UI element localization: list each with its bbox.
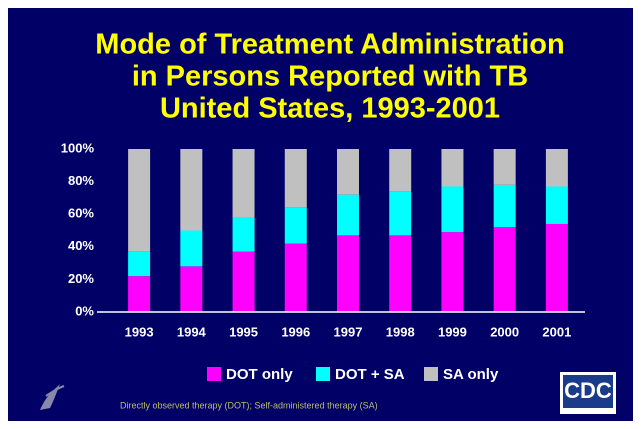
- footnote: Directly observed therapy (DOT); Self-ad…: [120, 400, 378, 410]
- bar-segment: [493, 184, 516, 228]
- bar-segment: [389, 149, 412, 192]
- legend-label: SA only: [443, 366, 499, 383]
- chart-title: in Persons Reported with TB: [132, 61, 528, 93]
- legend-swatch: [424, 367, 438, 381]
- legend-swatch: [207, 367, 221, 381]
- logo-text: CDC: [564, 378, 612, 403]
- x-tick-label: 1994: [177, 324, 207, 339]
- y-tick-label: 20%: [68, 271, 94, 286]
- legend-swatch: [316, 367, 330, 381]
- bar-segment: [337, 194, 359, 236]
- y-tick-label: 0%: [75, 303, 94, 318]
- bar-segment: [284, 207, 307, 244]
- bar-segment: [493, 149, 516, 185]
- legend-label: DOT + SA: [335, 366, 405, 383]
- bar-segment: [441, 149, 464, 187]
- bar-segment: [284, 149, 307, 208]
- bar-segment: [545, 186, 568, 224]
- x-tick-label: 1998: [386, 324, 415, 339]
- y-tick-label: 80%: [68, 173, 94, 188]
- chart-title: Mode of Treatment Administration: [95, 29, 564, 61]
- hhs-logo: [40, 384, 65, 410]
- bar-segment: [232, 251, 255, 312]
- bar-segment: [128, 251, 151, 277]
- x-tick-label: 1995: [229, 324, 258, 339]
- bar-segment: [128, 149, 151, 252]
- bar-segment: [441, 186, 464, 233]
- bar-segment: [337, 149, 359, 195]
- bar-segment: [545, 149, 568, 187]
- bar-segment: [232, 217, 255, 252]
- bar-segment: [128, 276, 151, 312]
- x-tick-label: 1999: [438, 324, 467, 339]
- x-tick-label: 2001: [542, 324, 571, 339]
- bar-segment: [180, 230, 203, 267]
- y-tick-label: 100%: [61, 140, 95, 155]
- bar-segment: [441, 232, 464, 312]
- y-tick-label: 60%: [68, 206, 94, 221]
- x-tick-label: 1996: [281, 324, 310, 339]
- x-tick-label: 1993: [125, 324, 154, 339]
- bar-segment: [180, 149, 203, 231]
- bar-segment: [545, 223, 568, 312]
- slide-background: [8, 8, 633, 421]
- y-tick-label: 40%: [68, 238, 94, 253]
- chart-title: United States, 1993-2001: [160, 93, 500, 125]
- bar-segment: [493, 227, 516, 312]
- bar-segment: [337, 235, 359, 312]
- bar-segment: [389, 235, 412, 312]
- logo-inner: [563, 375, 613, 408]
- x-tick-label: 2000: [490, 324, 519, 339]
- bar-segment: [180, 266, 203, 312]
- legend-label: DOT only: [226, 366, 293, 383]
- bar-segment: [389, 191, 412, 236]
- bar-segment: [232, 149, 255, 218]
- x-tick-label: 1997: [334, 324, 363, 339]
- bar-segment: [284, 243, 307, 312]
